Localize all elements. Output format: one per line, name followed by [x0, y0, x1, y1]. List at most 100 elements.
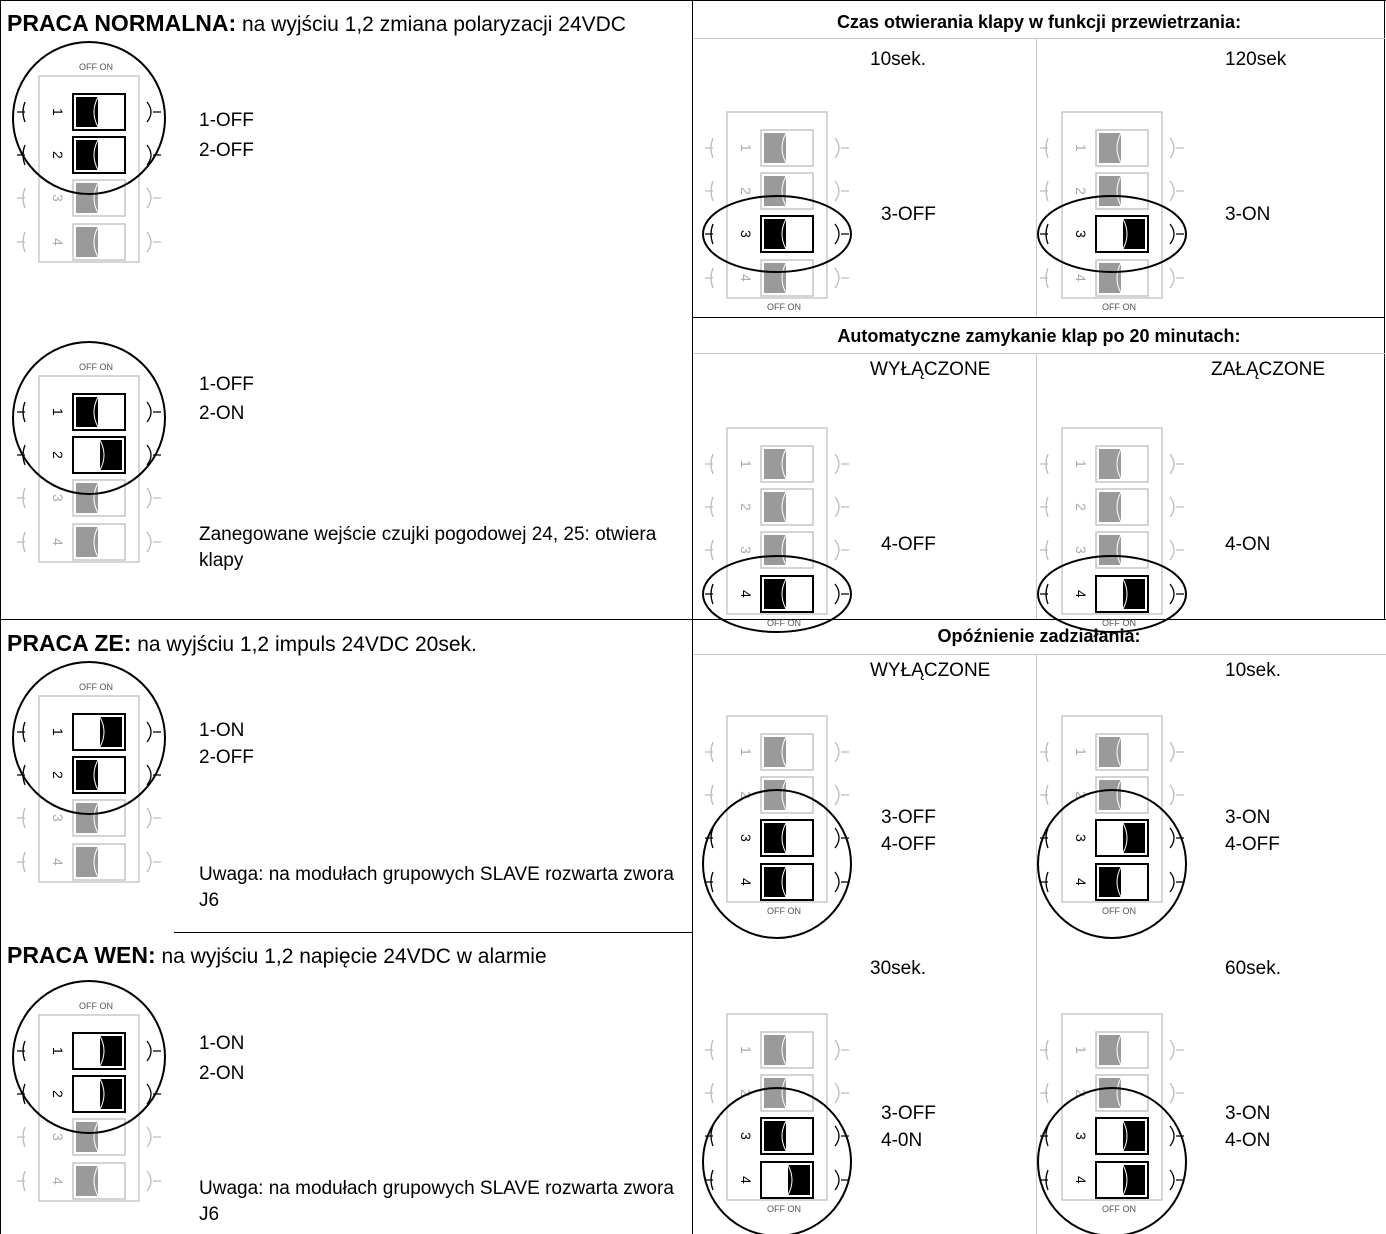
- dip-switch-opoznienie-10s-highlight-circle: [1037, 789, 1187, 939]
- dip-switch-czas-120s-position-1: 1: [1040, 129, 1184, 167]
- svg-text:4: 4: [1073, 1176, 1089, 1184]
- dip-switch-auto-on-position-3: 3: [1040, 531, 1184, 569]
- svg-text:4: 4: [50, 858, 66, 866]
- svg-text:2: 2: [50, 451, 66, 459]
- svg-text:2: 2: [738, 503, 754, 511]
- svg-text:4: 4: [738, 590, 754, 598]
- dip-switch-auto-on-highlight-circle: [1037, 555, 1187, 633]
- opoznienie-title-underline: [693, 654, 1386, 655]
- dip-switch-opoznienie-off: 1 2 3 4 OFF ON: [702, 715, 852, 939]
- svg-text:4: 4: [50, 1177, 66, 1185]
- dip-switch-czas-10s-highlight-circle: [702, 195, 852, 273]
- dip-switch-czas-120s: 1 2 3 4 OFF ON: [1037, 111, 1187, 312]
- auto-opt2-label: ZAŁĄCZONE: [1211, 359, 1326, 380]
- dip-switch-opoznienie-10s-position-4: 4: [1040, 863, 1184, 901]
- dip-switch-normalna-a: 1 2 3 4 OFF ON: [12, 41, 166, 263]
- dip-switch-opoznienie-30s-position-3: 3: [705, 1117, 849, 1155]
- dip-switch-auto-on-position-1: 1: [1040, 445, 1184, 483]
- dip-switch-normalna-b-position-2: 2: [17, 436, 161, 474]
- svg-text:3: 3: [50, 814, 66, 822]
- dip-switch-czas-10s-off-on-label: OFF ON: [767, 302, 801, 312]
- svg-text:2: 2: [1073, 791, 1089, 799]
- svg-text:3: 3: [1073, 230, 1089, 238]
- svg-text:1: 1: [50, 1047, 66, 1055]
- dip-switch-opoznienie-30s-position-1: 1: [705, 1031, 849, 1069]
- dip-switch-czas-120s-position-3: 3: [1040, 215, 1184, 253]
- ze-state-2: 2-OFF: [199, 747, 254, 768]
- dip-switch-opoznienie-off-position-1: 1: [705, 733, 849, 771]
- dip-switch-normalna-b: 1 2 3 4 OFF ON: [12, 341, 166, 563]
- opoznienie-opt2-label: 10sek.: [1225, 660, 1281, 681]
- dip-switch-normalna-b-position-4: 4: [17, 523, 161, 561]
- dip-switch-czas-10s-position-4: 4: [705, 259, 849, 297]
- svg-text:3: 3: [1073, 834, 1089, 842]
- dip-switch-opoznienie-30s: 1 2 3 4 OFF ON: [702, 1013, 852, 1234]
- czas-opt2-state: 3-ON: [1225, 204, 1271, 225]
- dip-switch-czas-120s-highlight-circle: [1037, 195, 1187, 273]
- dip-switch-wen-position-3: 3: [17, 1118, 161, 1156]
- svg-text:2: 2: [738, 187, 754, 195]
- table-border-right: [1384, 0, 1385, 620]
- svg-text:4: 4: [738, 878, 754, 886]
- svg-text:1: 1: [50, 108, 66, 116]
- dip-switch-wen-highlight-circle: [12, 980, 166, 1134]
- svg-text:4: 4: [1073, 590, 1089, 598]
- opoznienie-opt3-state2: 4-0N: [881, 1130, 923, 1151]
- auto-title: Automatyczne zamykanie klap po 20 minuta…: [837, 326, 1241, 346]
- dip-switch-czas-10s-position-2: 2: [705, 172, 849, 210]
- dip-switch-auto-off-position-4: 4: [705, 575, 849, 613]
- dip-switch-opoznienie-30s-position-4: 4: [705, 1161, 849, 1199]
- dip-switch-normalna-b-position-3: 3: [17, 479, 161, 517]
- dip-switch-auto-on-position-2: 2: [1040, 488, 1184, 526]
- dip-switch-opoznienie-off-position-2: 2: [705, 776, 849, 814]
- dip-switch-opoznienie-60s-position-3: 3: [1040, 1117, 1184, 1155]
- dip-switch-ze-highlight-circle: [12, 661, 166, 815]
- czas-opt2-label: 120sek: [1225, 49, 1287, 70]
- dip-switch-czas-120s-position-2: 2: [1040, 172, 1184, 210]
- svg-text:1: 1: [738, 460, 754, 468]
- dip-switch-wen-position-1: 1: [17, 1032, 161, 1070]
- svg-text:1: 1: [738, 144, 754, 152]
- dip-switch-normalna-b-off-on-label: OFF ON: [79, 362, 113, 372]
- dip-switch-ze-position-2: 2: [17, 756, 161, 794]
- dip-switch-auto-off-position-1: 1: [705, 445, 849, 483]
- table-border-top: [0, 0, 1386, 1]
- svg-text:2: 2: [1073, 1089, 1089, 1097]
- svg-text:2: 2: [1073, 187, 1089, 195]
- auto-title-underline: [693, 353, 1385, 354]
- dip-switch-normalna-a-highlight-circle: [12, 41, 166, 195]
- svg-text:3: 3: [738, 546, 754, 554]
- dip-switch-normalna-b-highlight-circle: [12, 341, 166, 495]
- dip-switch-opoznienie-10s-position-1: 1: [1040, 733, 1184, 771]
- svg-text:3: 3: [50, 494, 66, 502]
- dip-switch-ze-position-4: 4: [17, 843, 161, 881]
- dip-switch-czas-10s: 1 2 3 4 OFF ON: [702, 111, 852, 312]
- dip-switch-wen-off-on-label: OFF ON: [79, 1001, 113, 1011]
- czas-opt1-label: 10sek.: [870, 49, 926, 70]
- dip-switch-opoznienie-60s-position-4: 4: [1040, 1161, 1184, 1199]
- dip-switch-opoznienie-off-off-on-label: OFF ON: [767, 906, 801, 916]
- dip-switch-opoznienie-30s-off-on-label: OFF ON: [767, 1204, 801, 1214]
- czas-col-divider: [1036, 38, 1037, 317]
- svg-text:3: 3: [738, 1132, 754, 1140]
- normalna-b-state-1: 1-OFF: [199, 374, 254, 395]
- dip-switch-ze-off-on-label: OFF ON: [79, 682, 113, 692]
- wen-row-divider: [174, 932, 692, 933]
- auto-row-divider: [692, 317, 1385, 318]
- svg-text:3: 3: [50, 1133, 66, 1141]
- svg-text:3: 3: [738, 834, 754, 842]
- svg-text:4: 4: [738, 274, 754, 282]
- normalna-b-note: Zanegowane wejście czujki pogodowej 24, …: [199, 524, 657, 571]
- svg-text:1: 1: [1073, 144, 1089, 152]
- dip-switch-auto-on: 1 2 3 4 OFF ON: [1037, 427, 1187, 633]
- dip-switch-ze-position-1: 1: [17, 713, 161, 751]
- dip-switch-normalna-a-position-1: 1: [17, 93, 161, 131]
- dip-switch-auto-off: 1 2 3 4 OFF ON: [702, 427, 852, 633]
- wen-state-2: 2-ON: [199, 1063, 245, 1084]
- auto-opt1-state: 4-OFF: [881, 534, 936, 555]
- normalna-b-state-2: 2-ON: [199, 403, 245, 424]
- dip-switch-wen: 1 2 3 4 OFF ON: [12, 980, 166, 1202]
- opoznienie-opt4-state2: 4-ON: [1225, 1130, 1271, 1151]
- auto-opt1-label: WYŁĄCZONE: [870, 359, 991, 380]
- ze-note: Uwaga: na modułach grupowych SLAVE rozwa…: [199, 864, 674, 911]
